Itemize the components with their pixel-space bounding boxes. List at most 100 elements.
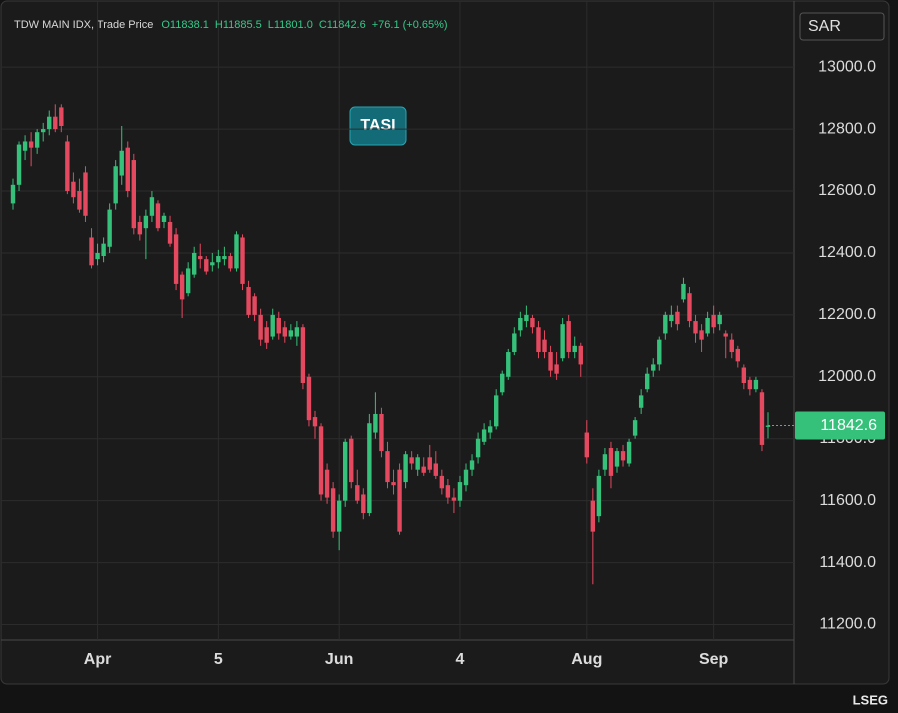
candle-body [723, 333, 728, 337]
candle-body [149, 197, 155, 216]
candle-body [705, 317, 710, 334]
candle-body [500, 373, 505, 393]
x-tick-label: Sep [699, 651, 729, 668]
candle-body [107, 209, 112, 247]
y-tick-label: 11600.0 [819, 492, 876, 509]
candle-body [512, 333, 517, 353]
candle-body [16, 144, 22, 185]
x-tick-label: Apr [84, 651, 112, 668]
candle-body [536, 327, 541, 353]
candle-body [475, 438, 481, 458]
candle-body [626, 441, 632, 464]
y-tick-label: 11200.0 [819, 616, 876, 633]
candle-body [675, 311, 680, 325]
candle-body [645, 373, 650, 390]
candle-body [330, 488, 336, 532]
candle-body [306, 376, 312, 421]
candle-body [391, 482, 396, 486]
candle-body [620, 451, 626, 461]
candle-body [246, 287, 251, 315]
y-tick-label: 12600.0 [818, 182, 876, 199]
candle-body [711, 314, 716, 328]
candle-body [699, 330, 704, 340]
candle-body [95, 252, 100, 260]
y-tick-label: 12800.0 [818, 120, 876, 137]
candle-body [155, 203, 161, 229]
candle-body [765, 425, 771, 427]
candle-body [167, 221, 173, 244]
candle-body [83, 172, 88, 216]
candle-body [747, 379, 753, 390]
candle-body [638, 395, 644, 408]
candle-body [385, 451, 390, 483]
candle-body [397, 469, 402, 532]
candle-body [415, 457, 420, 470]
candle-body [596, 475, 602, 517]
y-tick-label: 12400.0 [818, 244, 876, 261]
candle-body [614, 451, 620, 467]
candle-body [173, 234, 179, 284]
candle-body [445, 485, 451, 498]
currency[interactable]: SAR [808, 18, 841, 35]
candle-body [318, 426, 324, 495]
candle-body [210, 262, 215, 266]
candle-body [433, 463, 438, 476]
candle-body [216, 256, 221, 263]
candle-body [590, 500, 596, 532]
candle-body [234, 234, 239, 269]
candle-body [657, 339, 662, 365]
candle-body [632, 420, 638, 436]
candle-body [258, 314, 263, 340]
last-price-label: 11842.6 [820, 417, 877, 434]
candle-body [361, 494, 366, 514]
candle-body [276, 317, 281, 334]
badge: TASI [360, 117, 395, 134]
candle-body [294, 327, 300, 337]
candle-body [288, 330, 294, 337]
header-value: +76.1 (+0.65%) [372, 19, 448, 31]
x-tick-label: Jun [325, 651, 353, 668]
candle-body [282, 327, 287, 337]
candle-body [143, 215, 149, 229]
candle-body [367, 423, 372, 514]
candle-body [131, 160, 136, 229]
candle-body [373, 413, 378, 433]
candle-body [270, 314, 275, 337]
candle-body [463, 469, 469, 486]
candle-body [89, 237, 94, 266]
candle-body [137, 221, 143, 235]
candle-body [518, 317, 523, 331]
chart-panel [0, 0, 890, 685]
candle-body [494, 395, 499, 427]
header-value: L11801.0 [268, 19, 313, 31]
candle-body [198, 256, 203, 260]
candle-body [584, 432, 589, 458]
y-tick-label: 12200.0 [818, 306, 876, 323]
header-value: O11838.1 [161, 19, 209, 31]
candle-body [469, 460, 475, 470]
candle-body [542, 339, 547, 353]
candle-body [349, 438, 354, 483]
x-tick-label: 5 [214, 651, 223, 668]
candle-body [264, 327, 269, 343]
candle-body [300, 327, 306, 383]
header-value: C11842.6 [319, 19, 366, 31]
candle-body [421, 466, 426, 473]
candle-body [312, 417, 318, 427]
candle-body [185, 268, 191, 294]
y-tick-label: 11400.0 [819, 554, 876, 571]
candle-body [204, 259, 209, 272]
candle-body [669, 314, 674, 322]
candle-body [47, 116, 52, 130]
candle-body [651, 364, 656, 371]
candle-body [53, 116, 58, 130]
candle-body [59, 107, 64, 126]
candle-body [451, 497, 457, 501]
candle-body [741, 367, 747, 383]
candle-body [759, 392, 765, 445]
currency-box[interactable] [799, 12, 885, 41]
candle-body [753, 379, 759, 390]
candle-body [457, 482, 463, 501]
candle-body [693, 321, 698, 334]
